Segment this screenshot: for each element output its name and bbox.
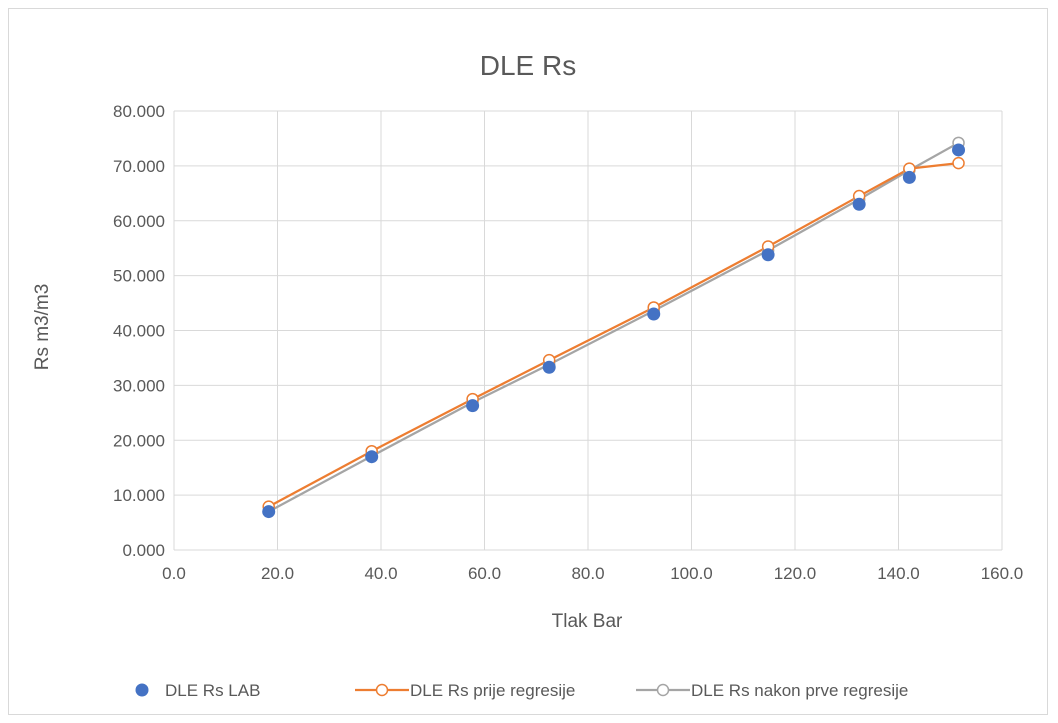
legend-label-1: DLE Rs prije regresije [410, 681, 575, 700]
data-point-series-1 [952, 156, 965, 170]
chart-title: DLE Rs [480, 50, 576, 81]
legend-marker-2 [656, 683, 670, 697]
data-point-lab [647, 307, 661, 321]
data-point-lab [902, 170, 916, 184]
data-point-lab [761, 248, 775, 262]
x-tick-label: 120.0 [774, 564, 817, 583]
y-tick-label: 70.000 [113, 157, 165, 176]
plot-series [262, 136, 966, 519]
y-tick-label: 40.000 [113, 322, 165, 341]
y-tick-label: 30.000 [113, 376, 165, 395]
data-point-lab [952, 143, 966, 157]
legend-label-0: DLE Rs LAB [165, 681, 260, 700]
y-tick-label: 0.000 [122, 541, 165, 560]
x-tick-label: 80.0 [571, 564, 604, 583]
data-point-lab [852, 197, 866, 211]
gridlines [173, 110, 1003, 551]
data-point-lab [365, 450, 379, 464]
x-tick-label: 100.0 [670, 564, 713, 583]
data-point-lab [542, 360, 556, 374]
data-point-lab [466, 399, 480, 413]
data-point-lab [262, 505, 276, 519]
x-axis-title: Tlak Bar [552, 611, 623, 632]
x-tick-label: 0.0 [162, 564, 186, 583]
y-axis-title: Rs m3/m3 [32, 284, 53, 371]
y-tick-label: 20.000 [113, 431, 165, 450]
tick-labels: 0.00010.00020.00030.00040.00050.00060.00… [113, 102, 1023, 583]
legend-marker-0 [135, 683, 149, 697]
chart-area: DLE Rs 0.000 10.000 20.000 30.000 40.000 50.0… [8, 8, 1048, 715]
legend: DLE Rs LAB DLE Rs prije regresije DLE Rs n… [135, 681, 908, 700]
x-tick-label: 20.0 [261, 564, 294, 583]
x-tick-label: 40.0 [364, 564, 397, 583]
x-tick-label: 60.0 [468, 564, 501, 583]
legend-marker-1 [375, 683, 389, 697]
y-tick-label: 60.000 [113, 212, 165, 231]
y-tick-label: 80.000 [113, 102, 165, 121]
legend-label-2: DLE Rs nakon prve regresije [691, 681, 908, 700]
chart-svg: DLE Rs 0.000 10.000 20.000 30.000 40.000 50.0… [32, 50, 1023, 700]
y-tick-label: 10.000 [113, 486, 165, 505]
y-tick-label: 50.000 [113, 267, 165, 286]
x-tick-label: 140.0 [877, 564, 920, 583]
x-tick-label: 160.0 [981, 564, 1024, 583]
